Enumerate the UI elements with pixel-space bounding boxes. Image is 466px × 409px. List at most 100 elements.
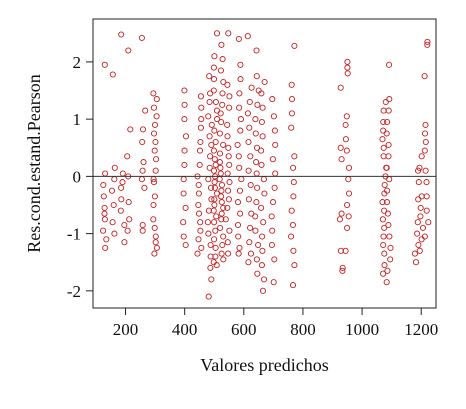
data-point (139, 126, 147, 133)
data-point (216, 150, 224, 157)
data-point (151, 250, 158, 257)
data-point (206, 73, 213, 80)
data-point (387, 244, 394, 251)
data-point (247, 250, 255, 257)
data-point (225, 30, 232, 37)
data-point (118, 31, 125, 38)
data-point (152, 138, 159, 146)
data-point (422, 138, 429, 146)
data-point (101, 210, 108, 217)
data-point (379, 199, 386, 206)
data-point (253, 144, 261, 151)
data-point (416, 164, 423, 171)
data-point (206, 164, 213, 171)
data-point (268, 213, 275, 220)
data-point (220, 141, 227, 148)
data-point (383, 164, 390, 171)
data-point (415, 179, 422, 186)
data-point (127, 126, 134, 133)
data-point (288, 233, 295, 240)
data-point (344, 224, 351, 231)
data-point (220, 78, 227, 86)
data-point (125, 199, 132, 206)
data-point (213, 107, 221, 114)
data-point (211, 196, 218, 203)
data-point (382, 98, 389, 106)
data-point (125, 47, 132, 54)
data-point (236, 164, 243, 171)
data-point (247, 224, 254, 231)
data-point (235, 250, 242, 257)
data-point (291, 262, 298, 269)
data-point (220, 233, 227, 240)
data-point (213, 190, 220, 197)
data-point (211, 53, 218, 60)
data-point (213, 30, 221, 37)
data-point (253, 256, 260, 263)
data-point (197, 93, 204, 100)
data-point (101, 204, 108, 211)
data-point (181, 161, 188, 168)
data-point (208, 141, 215, 148)
data-point (259, 104, 266, 111)
data-point (213, 262, 220, 269)
data-point (151, 147, 158, 154)
data-point (379, 216, 386, 223)
data-point (100, 227, 107, 234)
data-point (423, 193, 430, 200)
data-point (379, 136, 386, 143)
data-point (224, 133, 231, 140)
data-point (150, 179, 158, 186)
data-point (180, 233, 187, 240)
data-point (269, 96, 276, 103)
data-point (415, 196, 422, 203)
data-point (421, 130, 429, 137)
data-point (197, 138, 204, 146)
x-tick-label: 800 (290, 320, 316, 339)
data-point (196, 161, 203, 168)
data-point (210, 76, 218, 83)
data-point (386, 96, 393, 103)
data-point (206, 133, 213, 140)
data-point (289, 282, 297, 289)
data-point (211, 127, 218, 134)
data-point (182, 204, 189, 211)
data-point (237, 127, 244, 134)
data-point (218, 193, 225, 200)
data-point (417, 213, 424, 220)
data-point (344, 201, 351, 209)
data-point (342, 121, 349, 128)
data-point (258, 262, 265, 269)
data-point (197, 124, 204, 131)
data-point (197, 219, 204, 226)
data-point (139, 221, 146, 229)
x-tick-label: 400 (172, 320, 198, 339)
data-point (219, 101, 226, 108)
data-point (342, 136, 349, 143)
data-point (207, 184, 215, 191)
data-point (195, 181, 202, 189)
data-point (198, 116, 205, 123)
data-point (252, 116, 259, 123)
data-point (345, 164, 353, 171)
data-point (226, 161, 233, 168)
data-point (260, 176, 267, 183)
data-point (150, 216, 157, 223)
data-point (268, 241, 275, 249)
data-point (387, 256, 394, 263)
y-tick-label: 1 (73, 110, 82, 129)
data-point (181, 101, 188, 108)
data-point (218, 118, 225, 126)
data-point (212, 161, 219, 168)
data-point (207, 241, 214, 249)
data-point (180, 190, 187, 197)
data-point (269, 156, 276, 163)
data-point (196, 147, 204, 154)
data-point (226, 104, 233, 111)
data-point (236, 104, 243, 111)
data-point (271, 256, 278, 263)
data-point (422, 121, 429, 128)
data-point (245, 167, 252, 174)
data-point (181, 147, 188, 154)
data-point (380, 127, 387, 134)
